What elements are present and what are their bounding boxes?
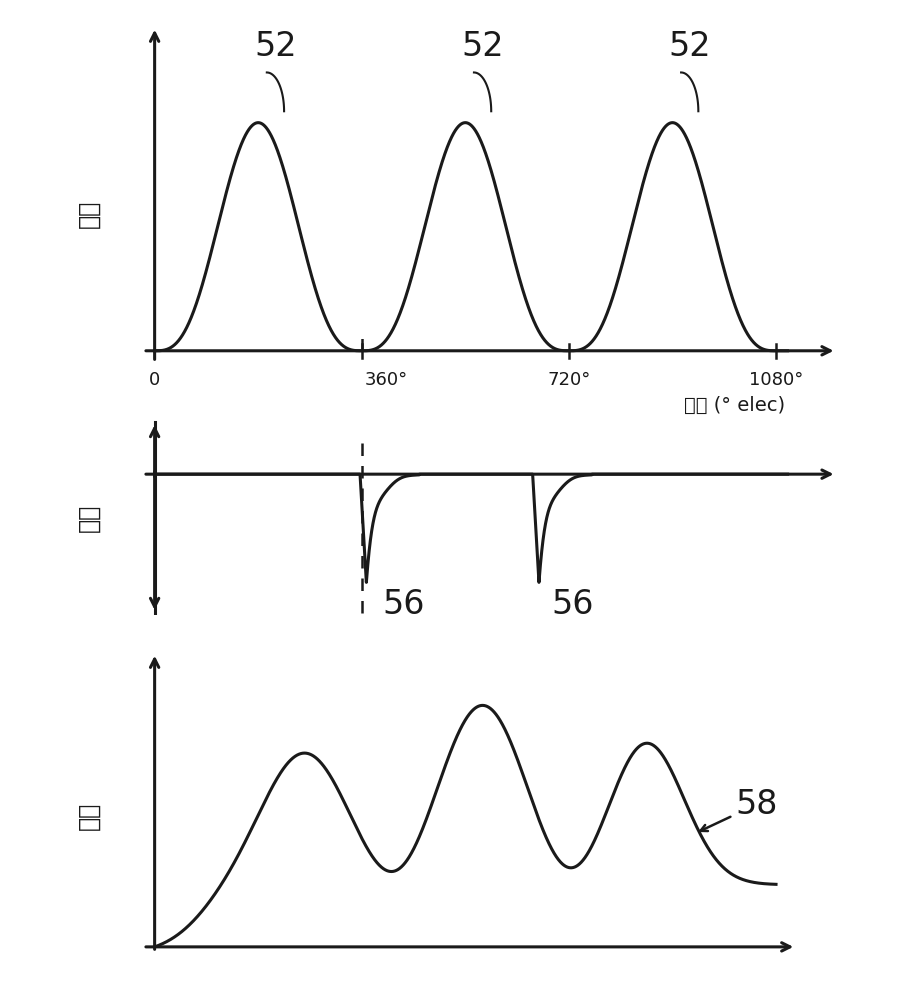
Text: 56: 56 [382, 588, 424, 621]
Text: 温度: 温度 [76, 802, 101, 830]
Text: 360°: 360° [365, 371, 408, 389]
Text: 52: 52 [461, 30, 504, 63]
Text: 电流: 电流 [76, 200, 101, 228]
Text: 1080°: 1080° [749, 371, 803, 389]
Text: 电压: 电压 [76, 503, 101, 532]
Text: 0: 0 [149, 371, 160, 389]
Text: 52: 52 [668, 30, 711, 63]
Text: 时间 (° elec): 时间 (° elec) [683, 396, 785, 415]
Text: 56: 56 [552, 588, 594, 621]
Text: 52: 52 [254, 30, 297, 63]
Text: 58: 58 [700, 788, 779, 831]
Text: 720°: 720° [547, 371, 591, 389]
